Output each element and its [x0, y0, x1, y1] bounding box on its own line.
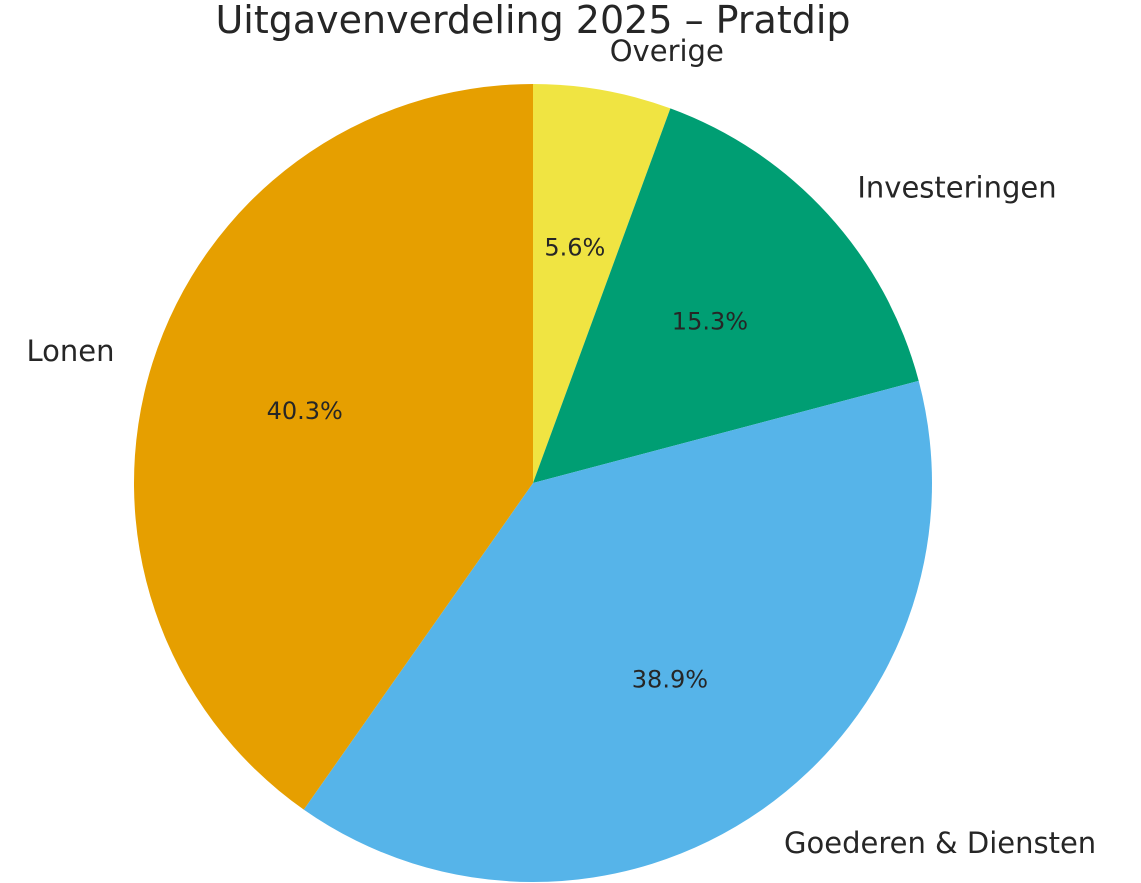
pct-label-lonen: 40.3%: [267, 397, 343, 425]
slice-label-overige: Overige: [610, 34, 724, 68]
pie-slice-lonen: [134, 84, 533, 810]
slice-label-lonen: Lonen: [26, 334, 114, 368]
pie-slice-investeringen: [533, 108, 919, 483]
pct-label-overige: 5.6%: [544, 233, 605, 261]
pie-percentage-labels: 5.6% 15.3% 38.9% 40.3%: [267, 233, 748, 693]
pie-slices: [134, 84, 933, 882]
pie-category-labels: Overige Investeringen Goederen & Diensten L…: [26, 34, 1096, 860]
chart-title: Uitgavenverdeling 2025 – Pratdip: [215, 0, 850, 42]
pct-label-goederen-and-diensten: 38.9%: [632, 665, 708, 693]
pct-label-investeringen: 15.3%: [672, 308, 748, 336]
pie-slice-goederen-and-diensten: [303, 380, 933, 882]
slice-label-goederen-and-diensten: Goederen & Diensten: [784, 826, 1096, 860]
pie-slice-overige: [533, 84, 671, 483]
slice-label-investeringen: Investeringen: [857, 170, 1056, 204]
